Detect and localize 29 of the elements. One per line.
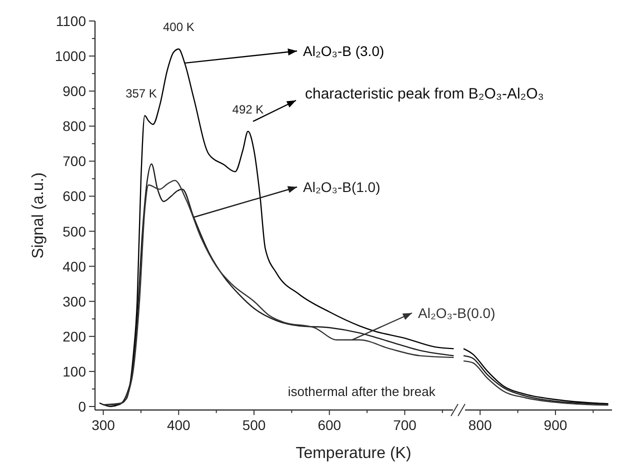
annotation: 400 K — [162, 20, 194, 34]
y-tick-label: 900 — [62, 83, 86, 100]
legend-label: Al₂O₃-B(0.0) — [418, 305, 496, 321]
y-tick-label: 200 — [62, 328, 86, 344]
x-tick-label: 900 — [544, 417, 568, 433]
y-tick-label: 0 — [78, 398, 86, 414]
x-tick-label: 600 — [318, 417, 342, 433]
legend-label: Al₂O₃-B (3.0) — [303, 43, 384, 59]
y-tick-label: 500 — [62, 223, 86, 240]
y-tick-label: 1000 — [54, 48, 86, 64]
x-tick-label: 300 — [92, 417, 116, 433]
y-tick-label: 800 — [62, 118, 86, 134]
x-tick-label: 400 — [166, 417, 191, 433]
legend-label: Al₂O₃-B(1.0) — [303, 179, 380, 195]
y-tick-label: 700 — [62, 153, 86, 170]
x-tick-label: 700 — [393, 417, 417, 433]
y-tick-label: 100 — [62, 363, 86, 380]
x-tick-label: 800 — [468, 417, 492, 433]
annotation: isothermal after the break — [288, 384, 436, 399]
y-tick-label: 400 — [62, 258, 86, 274]
x-axis-title: Temperature (K) — [296, 445, 412, 462]
y-tick-label: 300 — [62, 293, 86, 310]
annotation: 357 K — [126, 86, 157, 101]
x-tick-label: 500 — [242, 417, 266, 433]
y-tick-label: 600 — [62, 188, 86, 204]
annotation: 492 K — [232, 102, 264, 116]
y-tick-label: 1100 — [56, 13, 86, 29]
annotation: characteristic peak from B₂O₃-Al₂O₃ — [304, 85, 544, 102]
y-axis-title: Signal (a.u.) — [30, 172, 47, 259]
